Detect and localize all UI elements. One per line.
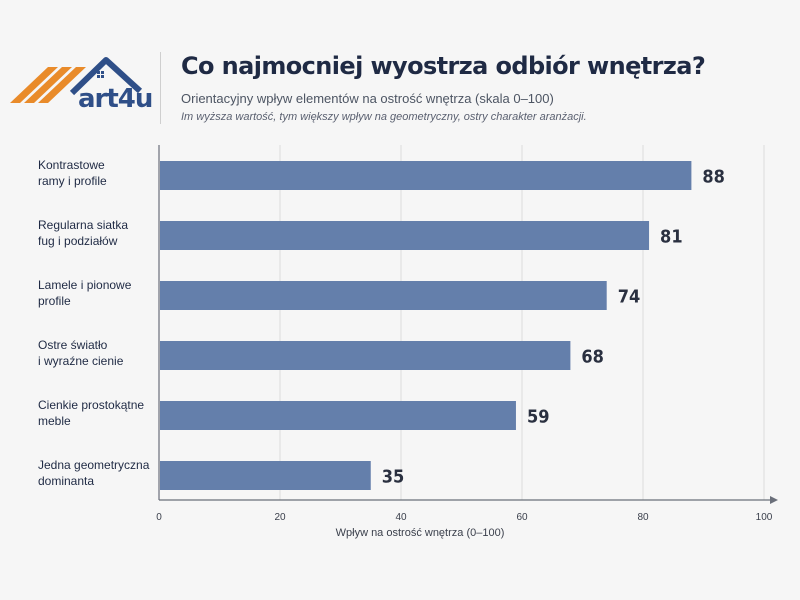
x-tick-label-80: 80 [637,512,649,523]
bar-6 [160,461,371,490]
chart-subtitle: Orientacyjny wpływ elementów na ostrość … [181,91,554,106]
category-label-3: Lamele i pionowe profile [38,278,132,308]
value-label-3: 74 [618,287,641,308]
category-label-2: Regularna siatka fug i podziałów [38,218,128,248]
value-label-1: 88 [702,167,725,188]
x-tick-label-40: 40 [395,512,407,523]
bar-3 [160,281,607,310]
category-label-4: Ostre światło i wyraźne cienie [38,338,124,368]
x-axis-title: Wpływ na ostrość wnętrza (0–100) [336,527,505,539]
value-label-5: 59 [527,407,550,428]
x-tick-label-0: 0 [156,512,162,523]
x-tick-label-100: 100 [756,512,773,523]
category-label-5: Cienkie prostokątne meble [38,398,144,428]
logo-text: art4u [78,84,153,114]
bar-5 [160,401,516,430]
value-label-2: 81 [660,227,683,248]
category-label-1: Kontrastowe ramy i profile [38,158,107,188]
x-tick-label-60: 60 [516,512,528,523]
chart-note: Im wyższa wartość, tym większy wpływ na … [181,111,587,123]
bar-1 [160,161,692,190]
art4u-logo-icon [10,57,143,103]
x-tick-label-20: 20 [274,512,286,523]
value-label-6: 35 [382,467,405,488]
bar-2 [160,221,650,250]
bar-4 [160,341,571,370]
chart-title: Co najmocniej wyostrza odbiór wnętrza? [181,52,706,80]
x-axis-arrow-icon [770,496,778,504]
category-label-6: Jedna geometryczna dominanta [38,458,150,488]
header-divider [160,52,161,124]
value-label-4: 68 [581,347,604,368]
